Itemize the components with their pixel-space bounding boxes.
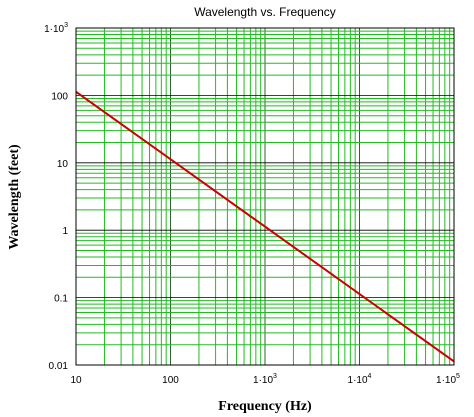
y-tick-label: 1·103 bbox=[44, 22, 68, 35]
y-tick-label: 0.01 bbox=[49, 361, 69, 372]
grid bbox=[76, 28, 454, 365]
x-tick-label: 10 bbox=[70, 375, 82, 386]
y-axis-label: Wavelength (feet) bbox=[7, 144, 22, 250]
x-tick-label: 1·105 bbox=[436, 373, 460, 386]
y-tick-label: 0.1 bbox=[54, 294, 68, 305]
x-tick-label: 1·104 bbox=[348, 373, 372, 386]
series-line-0 bbox=[75, 91, 455, 363]
y-tick-label: 100 bbox=[51, 91, 68, 102]
chart-title: Wavelength vs. Frequency bbox=[194, 5, 336, 19]
series-group bbox=[75, 91, 455, 363]
x-tick-label: 100 bbox=[162, 375, 179, 386]
x-tick-label: 1·103 bbox=[253, 373, 277, 386]
x-tick-labels: 10 100 1·103 1·104 1·105 bbox=[70, 373, 460, 386]
y-tick-label: 10 bbox=[57, 159, 69, 170]
plot-frame bbox=[75, 27, 455, 366]
x-axis-label: Frequency (Hz) bbox=[218, 399, 312, 414]
y-tick-labels: 0.01 0.1 1 10 100 1·103 bbox=[44, 22, 68, 372]
y-tick-label: 1 bbox=[62, 226, 68, 237]
